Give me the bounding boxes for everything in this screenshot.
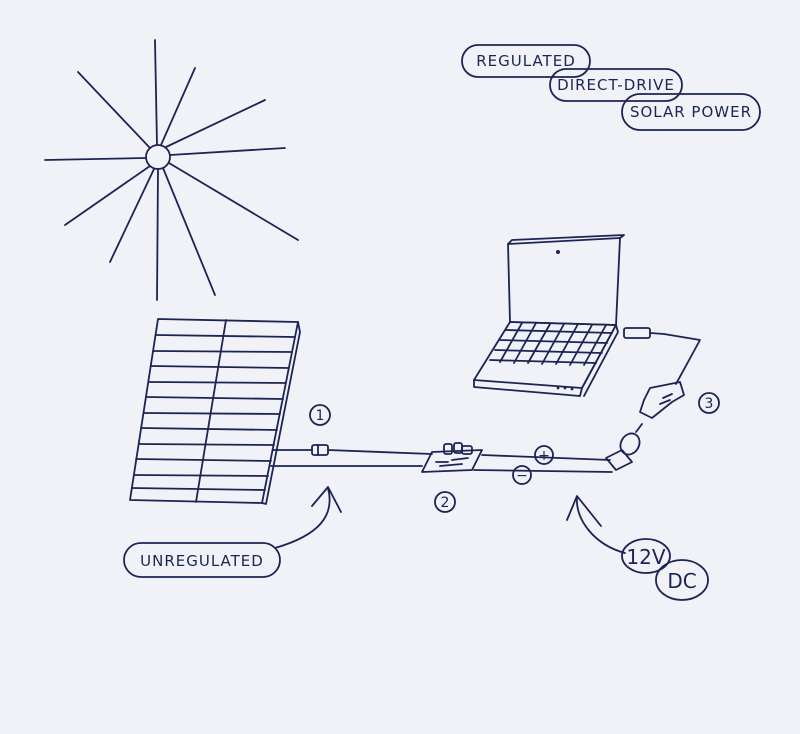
marker-1-label: 1: [316, 408, 325, 424]
sun-icon: [44, 39, 299, 301]
title-solar-power-bubble: SOLAR POWER: [621, 93, 761, 131]
plus-label: +: [538, 448, 550, 464]
title-regulated-bubble: REGULATED: [461, 44, 591, 78]
laptop-icon: [473, 234, 625, 397]
dc-label: DC: [667, 569, 696, 593]
dc-arrow: [566, 495, 626, 554]
title-line-3: SOLAR POWER: [630, 103, 752, 121]
marker-3: 3: [698, 392, 720, 414]
voltage-label: 12V: [626, 545, 665, 569]
title-line-1: REGULATED: [476, 52, 576, 70]
cable-controller-to-plug: [473, 454, 613, 473]
voltage-bubble: 12V: [621, 538, 671, 574]
cable-panel-to-controller: [270, 444, 433, 467]
car-plug-icon: [605, 423, 643, 471]
title-direct-drive-bubble: DIRECT-DRIVE: [549, 68, 683, 102]
controller-board-icon: [421, 442, 483, 473]
marker-2-label: 2: [441, 495, 450, 511]
power-adapter-icon: [623, 327, 701, 419]
solar-panel-icon: [129, 318, 301, 505]
minus-label: −: [516, 468, 528, 484]
unregulated-arrow: [274, 486, 342, 549]
dc-bubble: DC: [655, 559, 709, 601]
marker-3-label: 3: [705, 396, 714, 412]
unregulated-label: UNREGULATED: [140, 552, 264, 570]
marker-2: 2: [434, 491, 456, 513]
unregulated-bubble: UNREGULATED: [123, 542, 281, 578]
marker-1: 1: [309, 404, 331, 426]
fuse-icon: [311, 444, 329, 456]
minus-marker: −: [512, 465, 532, 485]
title-line-2: DIRECT-DRIVE: [557, 76, 675, 94]
plus-marker: +: [534, 445, 554, 465]
